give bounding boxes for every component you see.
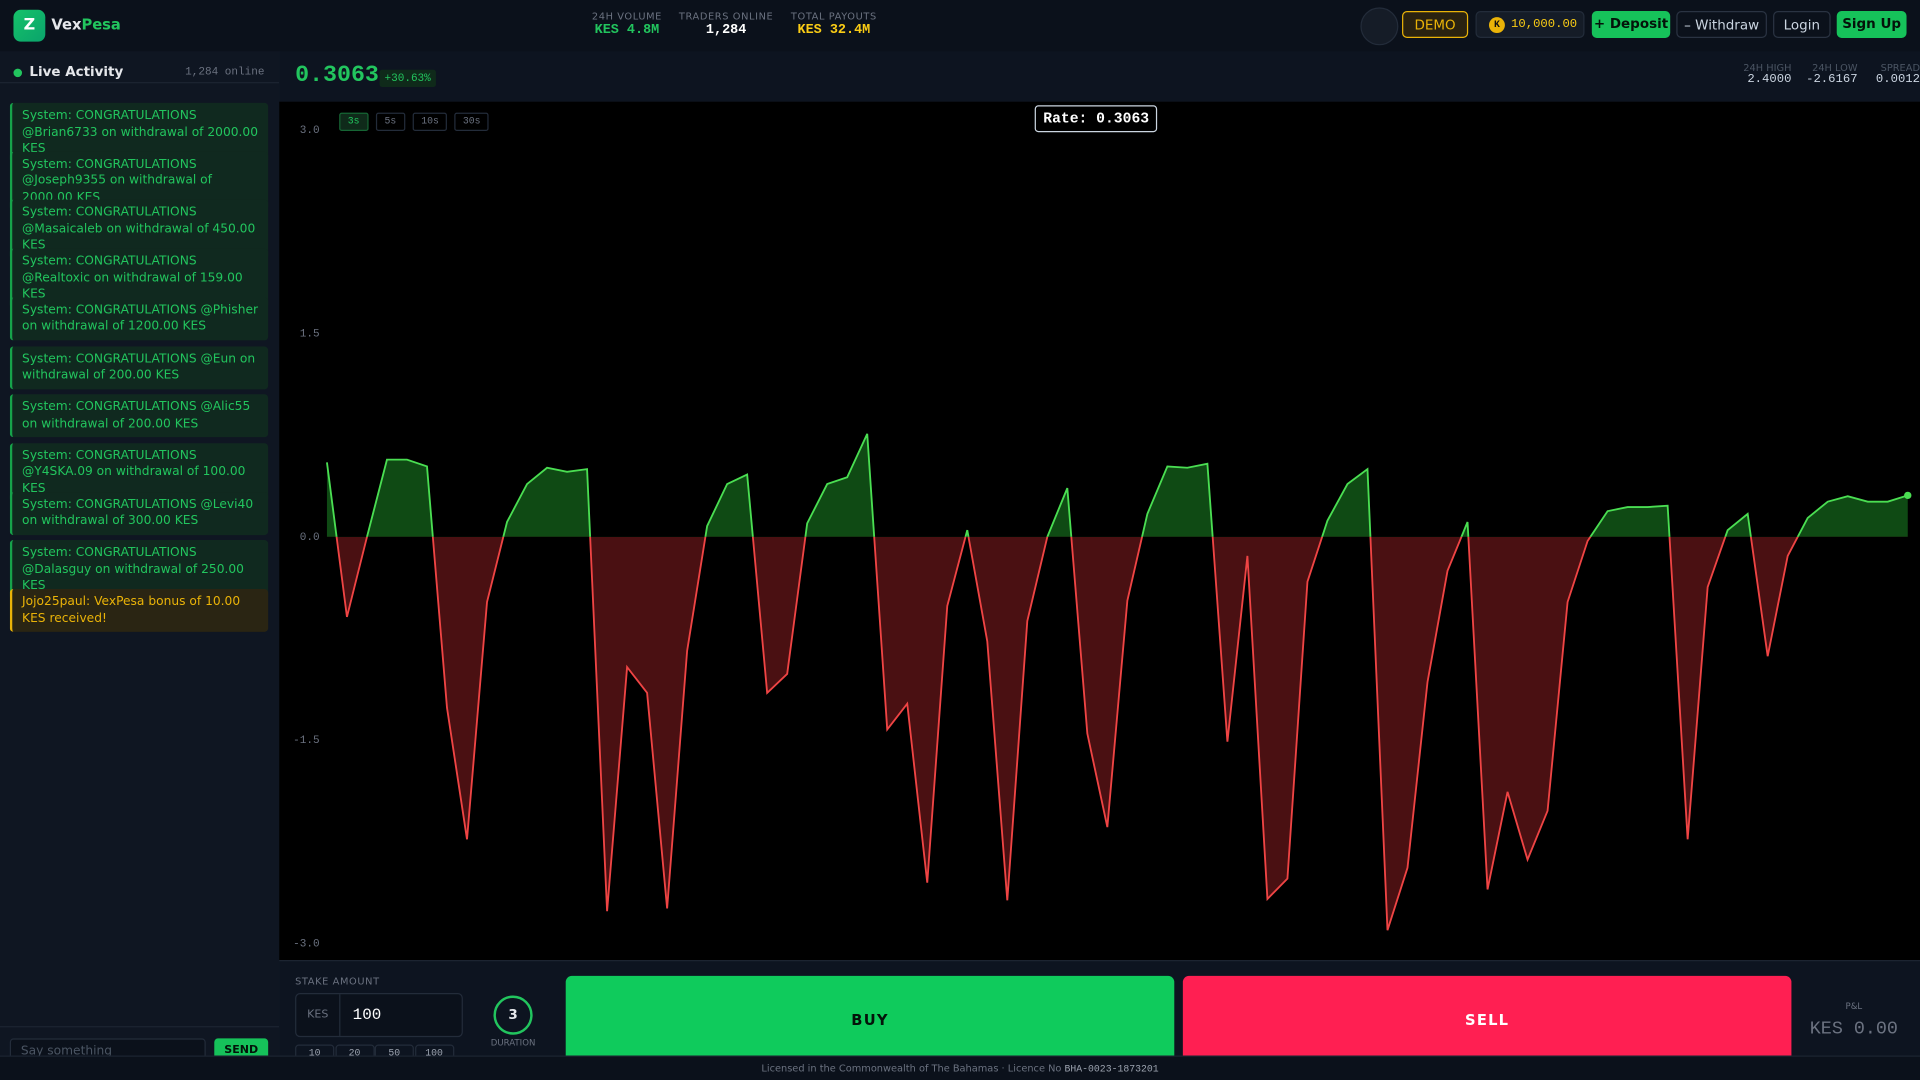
withdraw-button[interactable]: – Withdraw [1676, 11, 1767, 38]
stat-label: 24H HIGH [1743, 62, 1792, 74]
coin-icon: K [1488, 17, 1505, 34]
footer-text: Licensed in the Commonwealth of The Baha… [761, 1062, 1062, 1074]
area-down [336, 536, 1798, 931]
y-tick-label: 3.0 [300, 125, 320, 137]
interval-button[interactable]: 3s [339, 112, 369, 132]
brand[interactable]: VexPesa [51, 16, 120, 33]
live-dot [13, 68, 23, 78]
deposit-button[interactable]: + Deposit [1591, 11, 1671, 38]
header-stat: TRADERS ONLINE 1,284 [665, 11, 787, 38]
y-tick-label: 1.5 [300, 328, 320, 340]
pnl: KES 0.00 [1809, 1018, 1898, 1040]
stake-label: STAKE AMOUNT [295, 975, 380, 987]
header: Z VexPesa 24H VOLUME KES 4.8M TRADERS ONLI… [0, 0, 1920, 53]
trade-panel: STAKE AMOUNT KES 100 10 20 50 100 3 DURATIO… [279, 960, 1920, 1067]
signup-button[interactable]: Sign Up [1836, 11, 1907, 38]
header-stat: 24H VOLUME KES 4.8M [566, 11, 688, 38]
duration[interactable]: 3 [493, 995, 533, 1035]
interval-button[interactable]: 30s [454, 112, 490, 132]
ticker: 0.3063 +30.63% 24H HIGH 2.4000 24H LOW -2.6… [279, 51, 1920, 103]
y-tick-label: -1.5 [293, 735, 319, 747]
balance[interactable]: K 10,000.00 [1475, 11, 1585, 38]
stat-value: -2.6167 [1806, 73, 1858, 87]
brand-b: Pesa [81, 15, 121, 34]
stat-value: 1,284 [705, 23, 747, 38]
brand-a: Vex [51, 15, 82, 34]
price-change: +30.63% [379, 69, 436, 87]
ticker-stat: 24H LOW -2.6167 [1735, 62, 1857, 86]
sidebar: Live Activity 1,284 online System: CONGR… [0, 51, 281, 1063]
duration-label: DURATION [490, 1038, 536, 1049]
sidebar-title: Live Activity [29, 63, 124, 80]
stat-value: 2.4000 [1747, 73, 1792, 87]
footer: Licensed in the Commonwealth of The Baha… [0, 1055, 1920, 1080]
rate-annotation: Rate: 0.3063 [1034, 105, 1158, 133]
avatar[interactable] [1360, 7, 1399, 46]
stake-value: 100 [352, 1005, 382, 1024]
login-button[interactable]: Login [1773, 11, 1831, 38]
y-tick-label: 0.0 [300, 532, 320, 544]
stake-input[interactable]: KES 100 [295, 993, 463, 1038]
chart: 3.0 1.5 0.0 -1.5 -3.0 [293, 125, 1912, 951]
licence: BHA-0023-1873201 [1064, 1064, 1159, 1076]
currency: KES [296, 994, 341, 1036]
demo-button[interactable]: DEMO [1402, 11, 1469, 38]
stat-label: 24H VOLUME [591, 11, 662, 23]
logo[interactable]: Z [13, 9, 46, 42]
stat-value: 0.0012 [1875, 73, 1920, 87]
line-up [326, 433, 1909, 537]
stat-label: SPREAD [1880, 62, 1920, 74]
header-stat: TOTAL PAYOUTS KES 32.4M [773, 11, 895, 38]
activity-message: System: CONGRATULATIONS @Eun on withdraw… [9, 345, 269, 389]
area-up [326, 433, 1908, 537]
stat-value: KES 4.8M [594, 23, 660, 38]
activity-message: System: CONGRATULATIONS @Phisher on with… [9, 297, 269, 341]
divider [0, 1026, 280, 1028]
stat-label: 24H LOW [1812, 62, 1858, 74]
online-count: 1,284 online [185, 66, 265, 79]
last-point [1904, 491, 1912, 500]
interval-button[interactable]: 5s [375, 112, 405, 132]
stat-label: TRADERS ONLINE [678, 11, 774, 23]
activity-message: System: CONGRATULATIONS @Alic55 on withd… [9, 394, 269, 438]
interval-button[interactable]: 10s [412, 112, 448, 132]
stat-label: TOTAL PAYOUTS [790, 11, 877, 23]
line-down [335, 536, 1799, 931]
pnl-label: P&L [1845, 1001, 1863, 1012]
balance-value: 10,000.00 [1511, 18, 1578, 32]
buy-button[interactable]: BUY [565, 975, 1175, 1062]
ticker-stat: 24H HIGH 2.4000 [1669, 62, 1791, 86]
stat-value: KES 32.4M [797, 23, 871, 38]
ticker-stat: SPREAD 0.0012 [1798, 62, 1920, 86]
sell-button[interactable]: SELL [1182, 975, 1792, 1062]
chart-area: 3.0 1.5 0.0 -1.5 -3.0 3s 5s 10s 30s Rate: 0.306… [279, 101, 1920, 961]
price: 0.3063 [295, 61, 379, 89]
y-tick-label: -3.0 [293, 939, 319, 951]
divider [0, 82, 280, 84]
activity-message: System: CONGRATULATIONS @Levi40 on withd… [9, 491, 269, 535]
bonus-message: Jojo25paul: VexPesa bonus of 10.00 KES r… [9, 588, 269, 632]
